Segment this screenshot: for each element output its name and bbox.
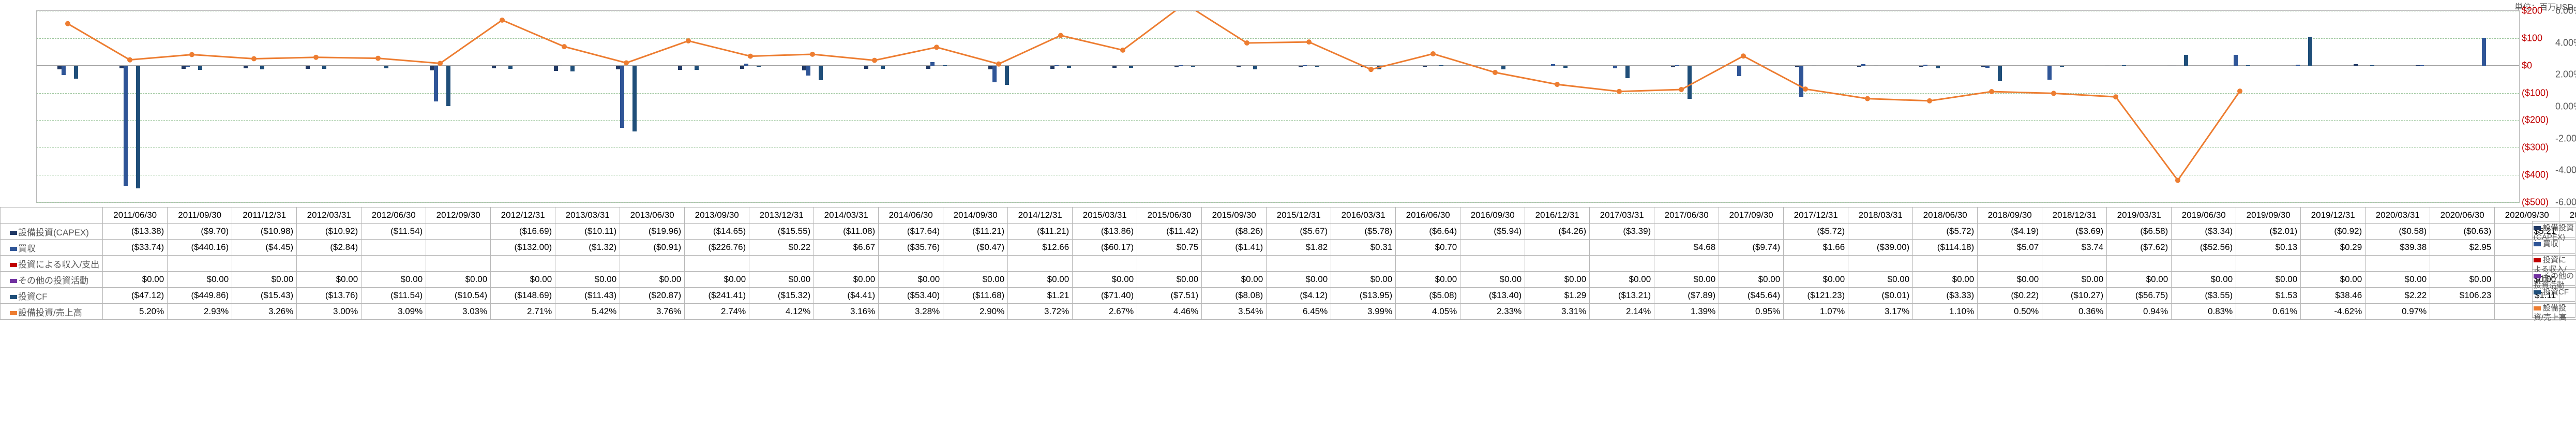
investing-cf-chart: $200$100$0($100)($200)($300)($400)($500)… xyxy=(36,10,2520,203)
data-table: 2011/06/302011/09/302011/12/312012/03/31… xyxy=(0,207,2576,320)
legend-right: 設備投資(CAPEX)買収投資による収入/支出その他の投資活動投資CF設備投資/… xyxy=(2532,221,2575,318)
